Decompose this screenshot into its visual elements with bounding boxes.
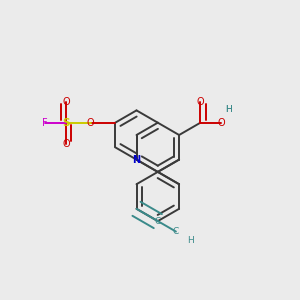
Text: C: C xyxy=(155,217,161,226)
Text: S: S xyxy=(62,118,70,128)
Text: F: F xyxy=(42,118,48,128)
Text: O: O xyxy=(87,118,94,128)
Text: O: O xyxy=(196,97,204,107)
Text: H: H xyxy=(225,105,232,114)
Text: H: H xyxy=(225,105,232,114)
Text: C: C xyxy=(173,227,179,236)
Text: H: H xyxy=(188,236,194,245)
Text: N: N xyxy=(132,154,141,165)
Text: O: O xyxy=(62,139,70,148)
Text: O: O xyxy=(218,118,225,128)
Text: O: O xyxy=(62,97,70,107)
